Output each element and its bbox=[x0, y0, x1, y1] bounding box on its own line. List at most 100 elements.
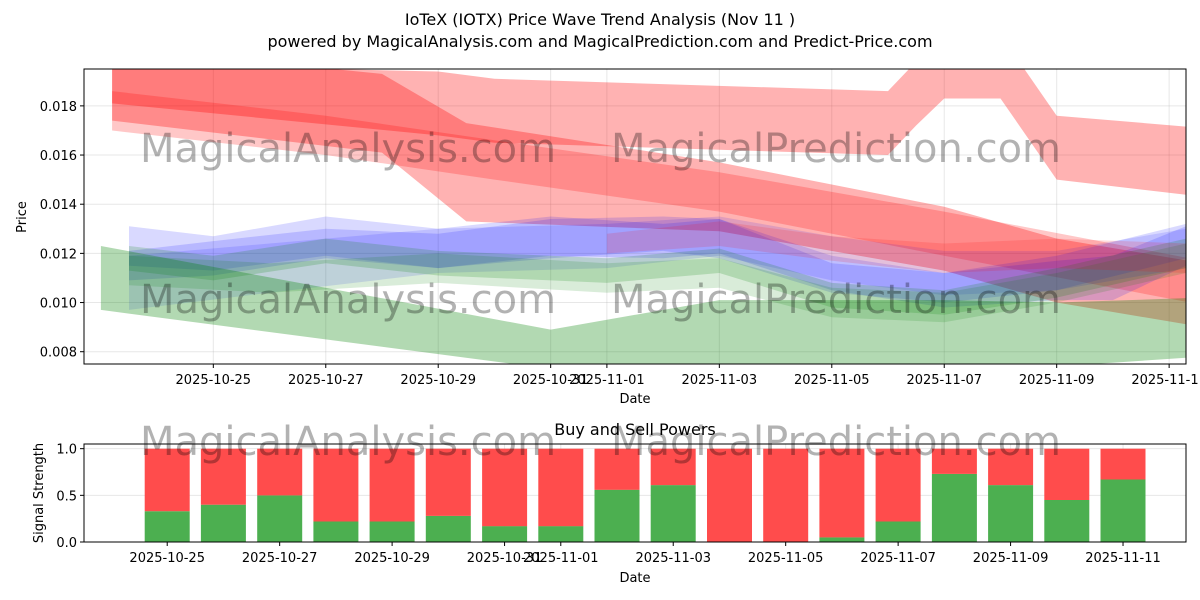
price-x-tick-label: 2025-11-11 bbox=[1131, 373, 1200, 388]
watermark-analysis-mid: MagicalAnalysis.com bbox=[140, 277, 556, 323]
buy-bar bbox=[1100, 479, 1146, 542]
sell-bar bbox=[313, 448, 359, 522]
buy-sell-x-tick-label: 2025-11-09 bbox=[973, 551, 1049, 566]
price-y-tick-label: 0.018 bbox=[40, 100, 77, 115]
price-y-tick-label: 0.012 bbox=[40, 247, 77, 262]
price-grid bbox=[84, 69, 1186, 364]
price-wave-panel: MagicalAnalysis.com MagicalPrediction.co… bbox=[15, 68, 1200, 407]
buy-bar bbox=[257, 495, 303, 542]
buy-bar bbox=[1044, 500, 1090, 542]
sell-bar bbox=[931, 448, 977, 474]
buy-sell-x-tick-label: 2025-10-25 bbox=[129, 551, 205, 566]
buy-bar bbox=[650, 485, 696, 542]
buy-sell-y-tick-label: 0.0 bbox=[56, 536, 77, 551]
sell-bar bbox=[763, 448, 809, 542]
green-wave-1 bbox=[100, 246, 1186, 364]
buy-bar bbox=[369, 521, 415, 542]
purple-wave-1 bbox=[606, 221, 1186, 273]
green-wave-3 bbox=[129, 243, 1186, 323]
sell-bar bbox=[144, 448, 190, 512]
price-x-tick-label: 2025-11-03 bbox=[682, 373, 758, 388]
blue-wave-3 bbox=[129, 216, 1186, 310]
blue-wave-2 bbox=[129, 216, 1186, 303]
price-x-tick-label: 2025-11-05 bbox=[794, 373, 870, 388]
buy-bar bbox=[538, 526, 584, 542]
sell-bar bbox=[1044, 448, 1090, 500]
green-wave-2 bbox=[129, 238, 1186, 315]
sell-bar bbox=[538, 448, 584, 527]
price-x-tick-label: 2025-11-07 bbox=[906, 373, 982, 388]
watermark-prediction-mid: MagicalPrediction.com bbox=[611, 277, 1061, 323]
sell-bar bbox=[594, 448, 640, 490]
red-wave-1 bbox=[112, 69, 1186, 195]
blue-wave-1 bbox=[129, 216, 1186, 308]
price-x-tick-label: 2025-10-29 bbox=[400, 373, 476, 388]
watermark-analysis-top: MagicalAnalysis.com bbox=[140, 126, 556, 172]
buy-sell-x-tick-label: 2025-10-31 bbox=[467, 551, 543, 566]
red-wave-3 bbox=[112, 91, 1186, 302]
buy-sell-x-label: Date bbox=[619, 571, 650, 586]
price-y-tick-label: 0.016 bbox=[40, 149, 77, 164]
buy-sell-x-axis: 2025-10-25 2025-10-27 2025-10-29 2025-10-31… bbox=[129, 542, 1161, 566]
watermark-prediction-bottom: MagicalPrediction.com bbox=[611, 419, 1061, 465]
buy-sell-plot-frame bbox=[83, 443, 1187, 543]
sell-bar bbox=[707, 448, 752, 542]
price-x-label: Date bbox=[619, 392, 650, 407]
price-y-axis: 0.008 0.010 0.012 0.014 0.016 0.018 bbox=[40, 100, 84, 361]
buy-bar bbox=[482, 526, 528, 542]
buy-sell-bars bbox=[144, 448, 1146, 542]
buy-bar bbox=[144, 511, 190, 542]
buy-bar bbox=[875, 521, 921, 542]
chart-title: IoTeX (IOTX) Price Wave Trend Analysis (… bbox=[405, 10, 795, 29]
buy-sell-x-tick-label: 2025-11-07 bbox=[860, 551, 936, 566]
buy-sell-x-tick-label: 2025-11-11 bbox=[1085, 551, 1161, 566]
buy-bar bbox=[988, 485, 1034, 542]
price-plot-frame bbox=[83, 68, 1187, 365]
price-y-tick-label: 0.014 bbox=[40, 198, 77, 213]
buy-bar bbox=[931, 473, 977, 542]
sell-bar bbox=[988, 448, 1034, 486]
buy-bar bbox=[200, 504, 246, 542]
buy-sell-y-tick-label: 0.5 bbox=[56, 489, 77, 504]
price-y-label: Price bbox=[15, 201, 30, 233]
sell-bar bbox=[819, 448, 865, 538]
price-x-tick-label: 2025-10-31 bbox=[513, 373, 589, 388]
sell-bar bbox=[482, 448, 528, 527]
buy-sell-x-tick-label: 2025-11-05 bbox=[748, 551, 824, 566]
sell-bar bbox=[875, 448, 921, 522]
buy-sell-y-tick-label: 1.0 bbox=[56, 443, 77, 458]
watermark-analysis-bottom: MagicalAnalysis.com bbox=[140, 419, 556, 465]
red-wave-2 bbox=[112, 69, 1186, 325]
buy-sell-x-tick-label: 2025-11-03 bbox=[635, 551, 711, 566]
buy-sell-watermarks: MagicalAnalysis.com MagicalPrediction.co… bbox=[140, 419, 1061, 465]
sell-bar bbox=[425, 448, 471, 516]
price-y-tick-label: 0.010 bbox=[40, 297, 77, 312]
price-y-tick-label: 0.008 bbox=[40, 346, 77, 361]
buy-bar bbox=[594, 489, 640, 542]
buy-sell-x-tick-label: 2025-11-01 bbox=[523, 551, 599, 566]
chart-subtitle: powered by MagicalAnalysis.com and Magic… bbox=[267, 32, 932, 51]
buy-bar bbox=[425, 515, 471, 542]
buy-sell-y-label: Signal Strength bbox=[32, 443, 47, 543]
sell-bar bbox=[200, 448, 246, 505]
buy-bar bbox=[313, 521, 359, 542]
price-x-tick-label: 2025-11-01 bbox=[569, 373, 645, 388]
buy-sell-title: Buy and Sell Powers bbox=[554, 420, 716, 439]
price-x-tick-label: 2025-11-09 bbox=[1019, 373, 1095, 388]
buy-sell-y-axis: 0.0 0.5 1.0 bbox=[56, 443, 84, 551]
buy-bar bbox=[819, 537, 865, 542]
watermark-prediction-top: MagicalPrediction.com bbox=[611, 126, 1061, 172]
price-x-tick-label: 2025-10-25 bbox=[176, 373, 252, 388]
buy-sell-x-tick-label: 2025-10-27 bbox=[242, 551, 318, 566]
price-bands bbox=[100, 69, 1186, 364]
sell-bar bbox=[1100, 448, 1146, 480]
buy-sell-panel: Buy and Sell Powers MagicalAnalysis.com … bbox=[32, 419, 1187, 586]
price-plot-background bbox=[84, 69, 1186, 364]
sell-bar bbox=[369, 448, 415, 522]
sell-bar bbox=[650, 448, 696, 486]
price-x-axis: 2025-10-25 2025-10-27 2025-10-29 2025-10-31… bbox=[176, 364, 1200, 388]
price-watermarks: MagicalAnalysis.com MagicalPrediction.co… bbox=[140, 126, 1061, 323]
price-x-tick-label: 2025-10-27 bbox=[288, 373, 364, 388]
sell-bar bbox=[257, 448, 303, 496]
